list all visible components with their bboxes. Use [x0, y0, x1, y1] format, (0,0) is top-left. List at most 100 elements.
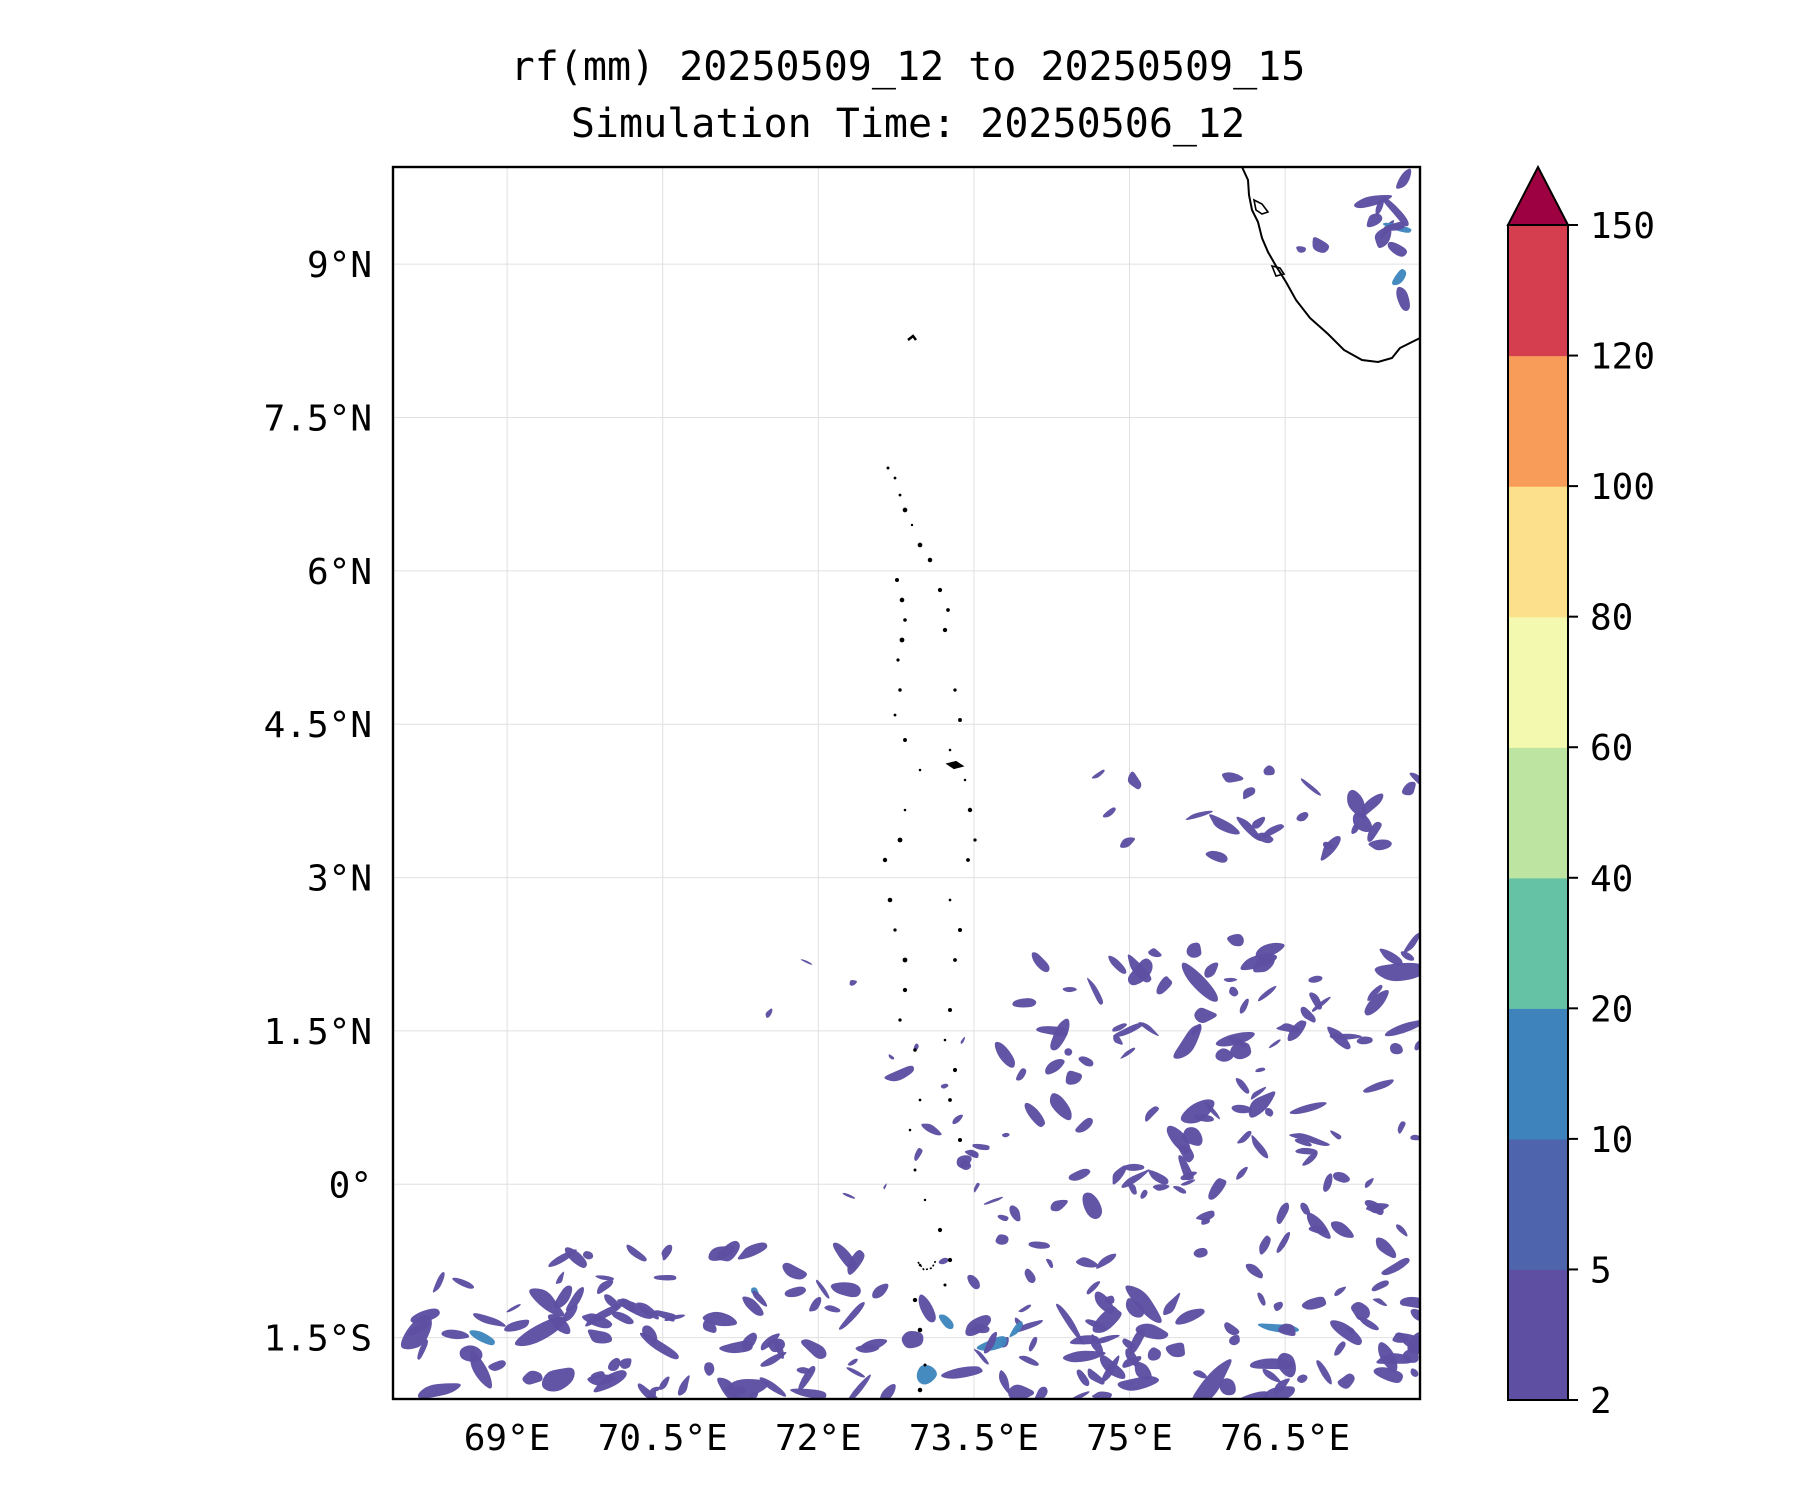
rain-contour-patch	[1078, 1056, 1094, 1067]
rain-contour-patch	[470, 1350, 493, 1389]
rain-contour-patch	[1300, 778, 1322, 796]
rain-contour-patch	[1372, 1298, 1388, 1307]
rain-contour-patch	[782, 1262, 807, 1280]
map-title-line2: Simulation Time: 20250506_12	[571, 101, 1245, 147]
island-dot	[942, 627, 948, 633]
island-dot	[953, 688, 957, 692]
island-dot	[948, 898, 952, 902]
island-dot	[958, 718, 962, 722]
rain-contour-patch	[1308, 975, 1323, 983]
rain-contour-patch	[642, 1325, 658, 1345]
island-dot	[948, 1098, 952, 1102]
rain-contour-patch	[784, 1286, 806, 1298]
colorbar-segment	[1508, 616, 1568, 748]
island-dot	[908, 1128, 912, 1132]
lon-tick-label: 73.5°E	[909, 1418, 1039, 1459]
rain-contour-patch	[883, 1183, 887, 1190]
rain-contour-patch	[514, 1316, 567, 1347]
rain-contour-patch	[529, 1288, 565, 1317]
rain-contour-patch	[742, 1296, 764, 1316]
island-dot	[963, 778, 967, 782]
rain-contour-patch	[1306, 1212, 1331, 1239]
rain-contour-patch	[760, 1333, 780, 1351]
rain-contour-patch	[1334, 1286, 1347, 1297]
rain-contour-patch	[1259, 1235, 1271, 1255]
rain-contour-patch	[1249, 1358, 1296, 1370]
rain-contour-patch	[1374, 962, 1420, 982]
rain-contour-patch	[1163, 1292, 1181, 1316]
rain-contour-patch	[1276, 1202, 1290, 1225]
rain-contour-patch	[914, 1147, 923, 1161]
rain-contour-patch	[1401, 781, 1416, 796]
rain-contour-patch	[417, 1339, 429, 1360]
rain-contour-patch	[1193, 1247, 1208, 1258]
rain-contour-patch	[1140, 1189, 1148, 1199]
rain-contour-patch	[417, 1383, 461, 1399]
rain-contour-patch	[1062, 1350, 1106, 1363]
rain-contour-patch	[1208, 1178, 1227, 1200]
colorbar-tick-label: 80	[1590, 598, 1633, 639]
rain-contour-patch	[941, 1366, 983, 1379]
rain-contour-patch	[1375, 1237, 1397, 1259]
rain-contour-patch	[562, 1304, 578, 1322]
rainfall-contours	[400, 168, 1420, 1399]
rain-contour-patch	[1352, 812, 1373, 833]
rain-contour-patch	[1320, 835, 1341, 861]
rain-contour-patch	[1367, 821, 1382, 842]
rain-contour-patch	[1239, 1391, 1269, 1399]
rain-contour-patch	[1173, 1024, 1202, 1059]
rain-contour-patch	[1364, 1177, 1374, 1188]
rain-contour-patch	[1205, 850, 1228, 863]
rain-contour-patch	[848, 1374, 871, 1399]
island-dot	[966, 858, 970, 862]
island-dot	[894, 577, 900, 583]
rain-contour-patch	[1373, 1367, 1404, 1384]
colorbar: 2 5 10 20 40 60 80 100 120 150	[1506, 164, 1655, 1422]
rain-contour-patch	[855, 1344, 880, 1353]
rain-contour-patch	[661, 1244, 673, 1261]
island-dot	[899, 597, 905, 603]
rain-contour-patch	[1316, 1360, 1332, 1385]
colorbar-segment	[1508, 355, 1568, 487]
rain-contour-patch	[620, 1298, 637, 1313]
colorbar-segment	[1508, 877, 1568, 1009]
colorbar-segment	[1508, 1269, 1568, 1401]
rain-contour-patch	[1236, 1166, 1248, 1180]
rain-contour-patch	[983, 1331, 998, 1354]
rain-contour-patch	[1112, 1023, 1127, 1032]
rain-contour-patch	[1265, 1108, 1274, 1117]
island-dot	[923, 1198, 927, 1202]
lon-tick-label: 70.5°E	[598, 1418, 728, 1459]
rain-contour-patch	[1185, 810, 1213, 820]
island-dot	[923, 1363, 927, 1367]
rain-contour-patch	[659, 1376, 670, 1390]
island-dot	[948, 748, 952, 752]
rain-contour-patch	[1121, 1169, 1150, 1188]
rain-contour-patch	[441, 1329, 470, 1340]
rain-contour-patch	[1181, 962, 1219, 1002]
rain-contour-patch	[1239, 998, 1249, 1014]
rain-contour-patch	[611, 1311, 634, 1325]
rain-contour-patch	[1065, 1070, 1083, 1085]
rain-contour-patch	[741, 1332, 758, 1352]
island-dot	[902, 507, 908, 513]
island-dot	[937, 587, 943, 593]
rain-contour-patch	[1046, 1258, 1054, 1269]
rain-contour-patch	[1396, 286, 1410, 311]
rain-contour-patch	[1300, 1202, 1311, 1215]
rain-contour-patch	[400, 1315, 432, 1350]
rain-contour-patch	[1173, 1186, 1187, 1194]
rain-contour-patch	[1403, 932, 1420, 953]
rain-contour-patch	[1235, 1077, 1250, 1094]
rain-contour-patch	[1120, 1047, 1136, 1059]
rain-contour-patch	[582, 1313, 613, 1329]
rain-contour-patch	[737, 1242, 768, 1260]
rain-contour-patch	[704, 1362, 715, 1376]
island-dot	[887, 897, 893, 903]
island-dot	[886, 466, 890, 470]
rain-contour-patch	[1257, 1292, 1266, 1306]
lat-tick-label: 3°N	[307, 859, 372, 900]
island-dot	[957, 1137, 963, 1143]
island-minicoy	[907, 334, 917, 341]
island-dot	[882, 857, 888, 863]
